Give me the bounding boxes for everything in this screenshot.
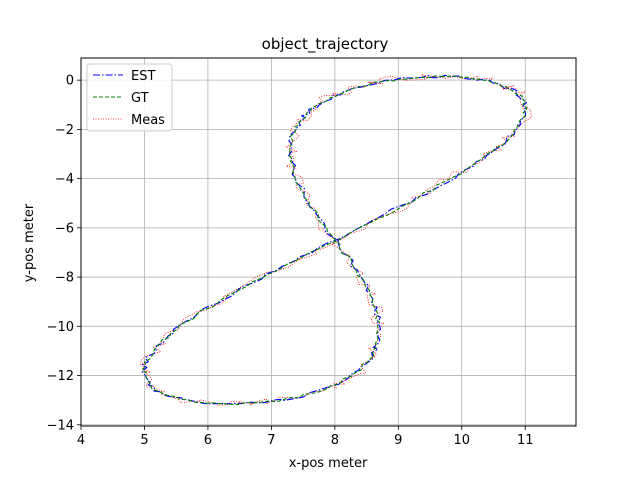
- y-tick-label: −4: [55, 172, 74, 187]
- y-tick-label: −14: [47, 418, 74, 433]
- chart-title: object_trajectory: [262, 35, 389, 54]
- x-tick-label: 10: [453, 433, 470, 448]
- x-tick-label: 6: [204, 433, 212, 448]
- y-tick-label: −8: [55, 271, 74, 286]
- legend-label-gt: GT: [131, 91, 149, 106]
- y-axis-ticks: 0 −2 −4 −6 −8 −10 −12 −14: [47, 74, 81, 433]
- legend-label-meas: Meas: [131, 113, 165, 128]
- x-tick-label: 11: [517, 433, 534, 448]
- series-layer: [140, 74, 532, 406]
- y-tick-label: 0: [66, 74, 74, 89]
- y-tick-label: −2: [55, 123, 74, 138]
- legend-label-est: EST: [131, 69, 155, 84]
- series-line-est: [141, 74, 528, 405]
- x-tick-label: 4: [77, 433, 85, 448]
- x-tick-label: 9: [394, 433, 402, 448]
- y-tick-label: −12: [47, 369, 74, 384]
- x-tick-label: 5: [140, 433, 148, 448]
- series-line-meas: [140, 74, 532, 406]
- x-axis-ticks: 4 5 6 7 8 9 10 11: [77, 426, 534, 448]
- plot-frame: [80, 57, 577, 427]
- x-tick-label: 7: [267, 433, 275, 448]
- y-tick-label: −10: [47, 320, 74, 335]
- legend: EST GT Meas: [86, 63, 173, 132]
- y-axis-label: y-pos meter: [22, 203, 37, 282]
- x-tick-label: 8: [331, 433, 339, 448]
- x-axis-label: x-pos meter: [289, 456, 368, 471]
- y-tick-label: −6: [55, 221, 74, 236]
- series-line-gt: [141, 75, 528, 406]
- legend-box: [86, 63, 173, 132]
